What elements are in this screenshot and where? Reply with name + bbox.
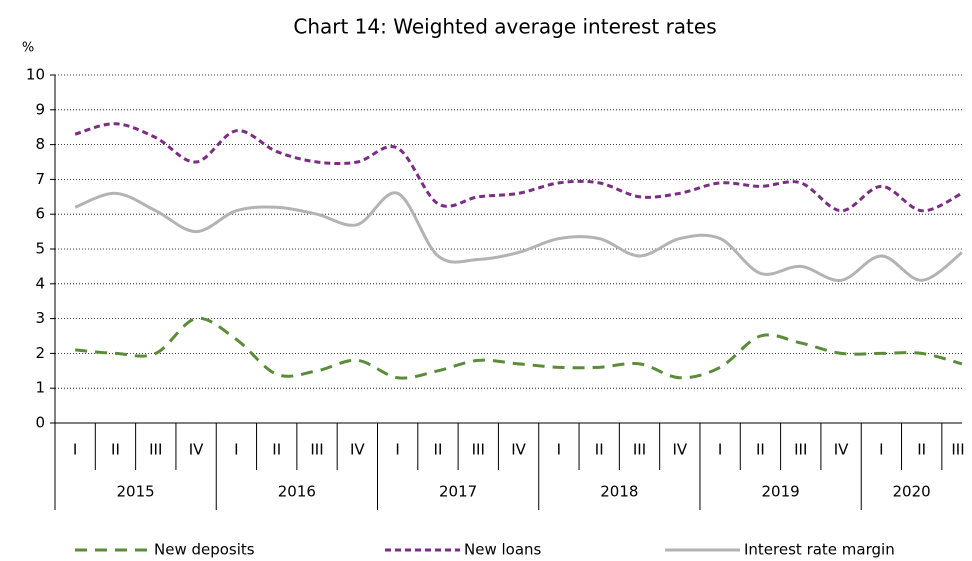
legend-label: New loans xyxy=(464,541,542,559)
x-tick-label: I xyxy=(557,441,561,459)
x-tick-label: IV xyxy=(511,441,526,459)
x-tick-label: IV xyxy=(189,441,204,459)
y-tick-label: 3 xyxy=(35,309,45,327)
x-group-label: 2017 xyxy=(439,483,477,501)
x-tick-label: I xyxy=(234,441,238,459)
x-tick-label: IV xyxy=(350,441,365,459)
y-tick-label: 4 xyxy=(35,274,45,292)
y-tick-label: 6 xyxy=(35,205,45,223)
x-tick-label: II xyxy=(272,441,281,459)
y-tick-label: 2 xyxy=(35,344,45,362)
legend-label: New deposits xyxy=(154,541,255,559)
x-tick-label: III xyxy=(951,441,964,459)
x-tick-label: II xyxy=(595,441,604,459)
x-tick-label: III xyxy=(633,441,646,459)
x-tick-label: III xyxy=(149,441,162,459)
x-tick-label: I xyxy=(73,441,77,459)
legend-label: Interest rate margin xyxy=(744,541,895,559)
series-line xyxy=(74,191,963,282)
x-group-label: 2015 xyxy=(117,483,155,501)
x-tick-label: II xyxy=(917,441,926,459)
x-group-label: 2019 xyxy=(762,483,800,501)
y-tick-label: 1 xyxy=(35,379,45,397)
y-tick-label: 0 xyxy=(35,414,45,432)
y-axis-label: % xyxy=(22,41,34,56)
y-tick-label: 7 xyxy=(35,170,45,188)
y-tick-label: 8 xyxy=(35,135,45,153)
x-tick-label: I xyxy=(395,441,399,459)
x-tick-label: I xyxy=(718,441,722,459)
x-group-label: 2020 xyxy=(893,483,931,501)
x-group-label: 2016 xyxy=(278,483,316,501)
series-line xyxy=(74,122,963,213)
x-tick-label: II xyxy=(111,441,120,459)
x-tick-label: II xyxy=(756,441,765,459)
y-tick-label: 10 xyxy=(26,66,45,84)
x-tick-label: III xyxy=(310,441,323,459)
series-line xyxy=(75,316,963,380)
x-tick-label: III xyxy=(472,441,485,459)
x-tick-label: II xyxy=(434,441,443,459)
y-tick-label: 5 xyxy=(35,240,45,258)
x-group-label: 2018 xyxy=(600,483,638,501)
x-tick-label: I xyxy=(879,441,883,459)
chart-title: Chart 14: Weighted average interest rate… xyxy=(293,15,716,39)
y-tick-label: 9 xyxy=(35,100,45,118)
x-tick-label: IV xyxy=(672,441,687,459)
x-tick-label: IV xyxy=(834,441,849,459)
x-tick-label: III xyxy=(794,441,807,459)
